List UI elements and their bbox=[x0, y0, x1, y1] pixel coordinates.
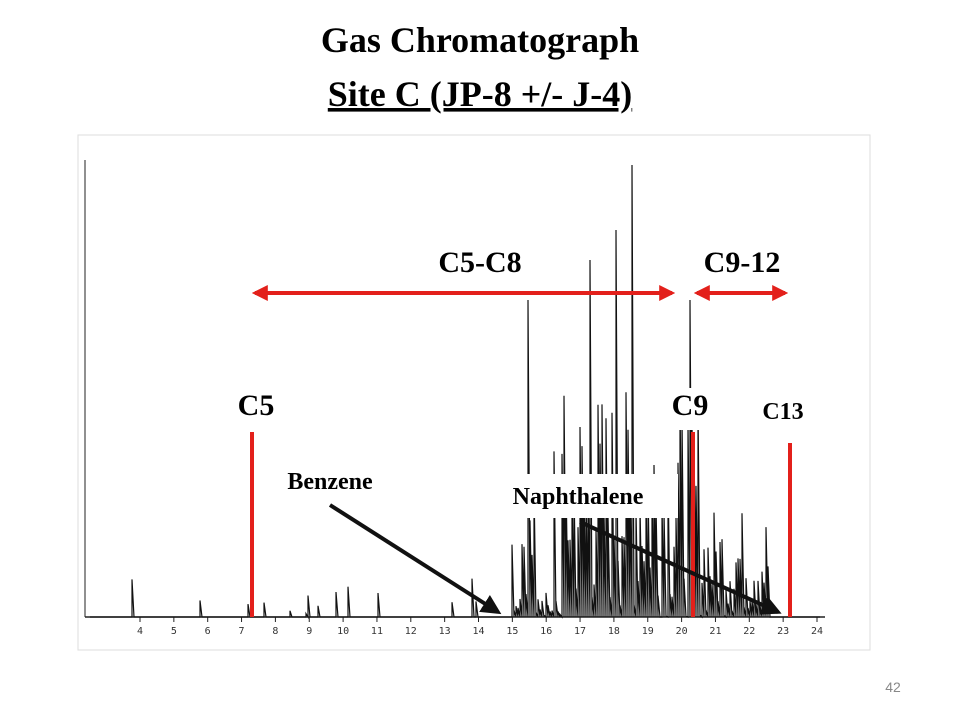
x-tick-label: 13 bbox=[439, 626, 451, 637]
x-tick-label: 21 bbox=[709, 626, 721, 637]
subtitle: Site C (JP-8 +/- J-4) bbox=[328, 74, 632, 114]
x-tick-label: 24 bbox=[811, 626, 823, 637]
label: Naphthalene bbox=[513, 484, 644, 510]
label-bg bbox=[478, 474, 678, 518]
label: C5 bbox=[238, 389, 275, 422]
x-tick-label: 6 bbox=[205, 626, 211, 637]
x-tick-label: 11 bbox=[371, 626, 383, 637]
page-number: 42 bbox=[885, 679, 901, 695]
x-tick-label: 22 bbox=[743, 626, 755, 637]
x-tick-label: 14 bbox=[472, 626, 484, 637]
label: Benzene bbox=[287, 469, 373, 495]
x-tick-label: 8 bbox=[272, 626, 278, 637]
label: C13 bbox=[762, 399, 803, 425]
pointer-arrow bbox=[579, 520, 782, 615]
label: C9-12 bbox=[704, 246, 781, 279]
label-bg bbox=[660, 388, 716, 430]
x-tick-label: 9 bbox=[306, 626, 312, 637]
label: C5-C8 bbox=[438, 246, 521, 279]
x-tick-label: 16 bbox=[540, 626, 552, 637]
x-tick-label: 10 bbox=[337, 626, 349, 637]
x-tick-label: 15 bbox=[506, 626, 518, 637]
title: Gas Chromatograph bbox=[321, 20, 639, 60]
x-tick-label: 23 bbox=[777, 626, 789, 637]
x-tick-label: 12 bbox=[405, 626, 417, 637]
image-frame bbox=[77, 134, 871, 651]
x-tick-label: 20 bbox=[676, 626, 688, 637]
x-tick-label: 17 bbox=[574, 626, 586, 637]
x-tick-label: 5 bbox=[171, 626, 177, 637]
pointer-arrow bbox=[328, 503, 502, 615]
x-tick-label: 19 bbox=[642, 626, 654, 637]
x-tick-label: 18 bbox=[608, 626, 620, 637]
x-tick-label: 4 bbox=[137, 626, 143, 637]
chromatogram-image: 4 5 6 7 8 9 10 11 12 13 14 15 16 17 18 19 20 21 22 23 24 bbox=[77, 134, 871, 651]
x-tick-label: 7 bbox=[239, 626, 245, 637]
label: C9 bbox=[672, 389, 709, 422]
